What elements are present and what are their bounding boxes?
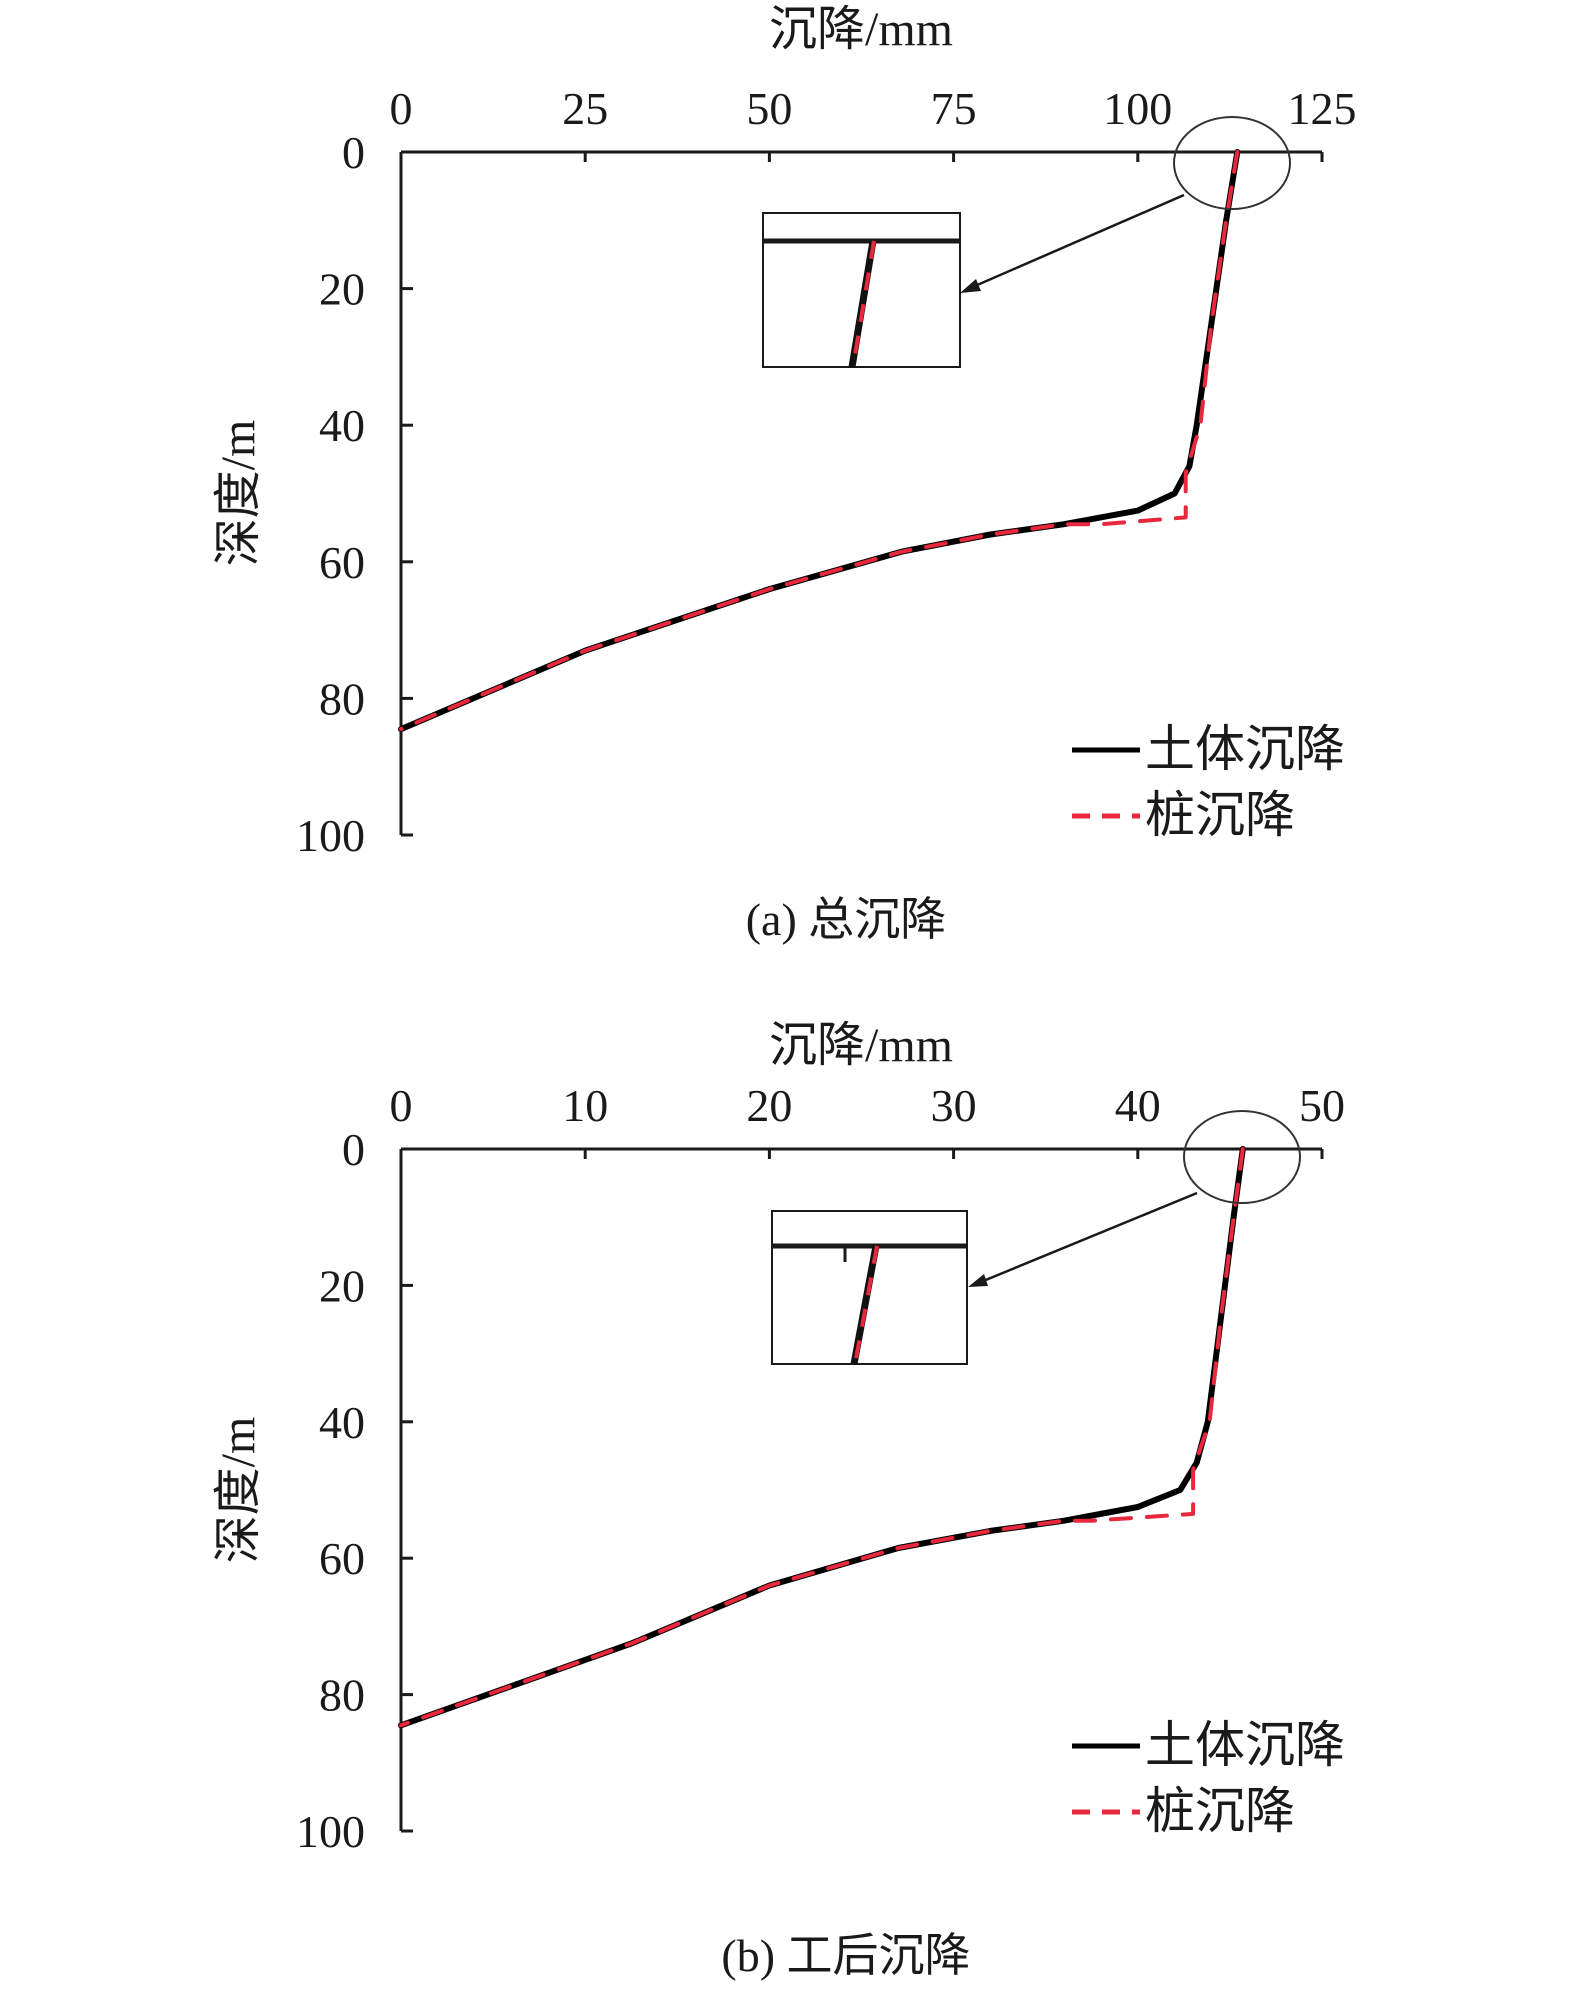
y-tick-label: 20 — [319, 1260, 365, 1311]
legend-label-soil: 土体沉降 — [1145, 1717, 1345, 1773]
x-tick-label: 40 — [1115, 1080, 1161, 1131]
x-tick-label: 125 — [1288, 83, 1357, 134]
x-tick-label: 50 — [746, 83, 792, 134]
x-tick-label: 25 — [562, 83, 608, 134]
legend-label-soil: 土体沉降 — [1145, 721, 1345, 777]
y-tick-label: 100 — [296, 1806, 365, 1857]
zoom-arrow — [975, 1191, 1198, 1286]
legend: 土体沉降 桩沉降 — [1072, 1717, 1345, 1839]
x-tick-label: 100 — [1103, 83, 1172, 134]
x-tick-label: 10 — [562, 1080, 608, 1131]
legend-label-pile: 桩沉降 — [1145, 787, 1295, 843]
x-tick-label: 50 — [1299, 1080, 1345, 1131]
y-axis-label: 深度/m — [212, 420, 265, 567]
x-axis-label: 沉降/mm — [769, 1019, 953, 1072]
chart-caption: (a) 总沉降 — [746, 894, 947, 945]
y-tick-label: 80 — [319, 1670, 365, 1721]
y-tick-label: 40 — [319, 1397, 365, 1448]
y-tick-label: 20 — [319, 264, 365, 315]
x-tick-label: 0 — [390, 83, 413, 134]
x-tick-label: 30 — [931, 1080, 977, 1131]
inset-box — [771, 1210, 968, 1365]
y-tick-label: 0 — [342, 1124, 365, 1175]
zoom-arrow — [967, 193, 1185, 291]
y-tick-label: 60 — [319, 537, 365, 588]
zoom-arrow-head — [968, 1274, 988, 1287]
y-tick-label: 40 — [319, 400, 365, 451]
zoom-circle — [1173, 116, 1291, 210]
zoom-arrow-head — [960, 279, 981, 293]
x-tick-label: 0 — [390, 1080, 413, 1131]
series-line-pile — [399, 150, 1240, 732]
inset-pile-line — [851, 240, 876, 368]
y-tick-label: 80 — [319, 673, 365, 724]
chart-b: 沉降/mm 深度/m 0 10 20 30 40 50 0 20 40 60 80 100 土体沉降… — [212, 1019, 1345, 1981]
inset-box — [762, 212, 961, 368]
zoom-circle — [1183, 1110, 1301, 1204]
chart-a: 沉降/mm 深度/m 0 25 50 75 100 125 0 20 40 60 80 100 土体… — [212, 3, 1357, 945]
y-axis-label: 深度/m — [212, 1417, 265, 1564]
chart-caption: (b) 工后沉降 — [721, 1930, 970, 1981]
legend: 土体沉降 桩沉降 — [1072, 721, 1345, 843]
legend-label-pile: 桩沉降 — [1145, 1783, 1295, 1839]
x-tick-label: 75 — [931, 83, 977, 134]
x-axis-label: 沉降/mm — [769, 3, 953, 56]
inset-pile-line — [853, 1245, 879, 1365]
y-tick-label: 60 — [319, 1533, 365, 1584]
series-line-pile — [399, 1147, 1245, 1728]
x-tick-label: 20 — [746, 1080, 792, 1131]
y-tick-label: 100 — [296, 810, 365, 861]
y-tick-label: 0 — [342, 127, 365, 178]
